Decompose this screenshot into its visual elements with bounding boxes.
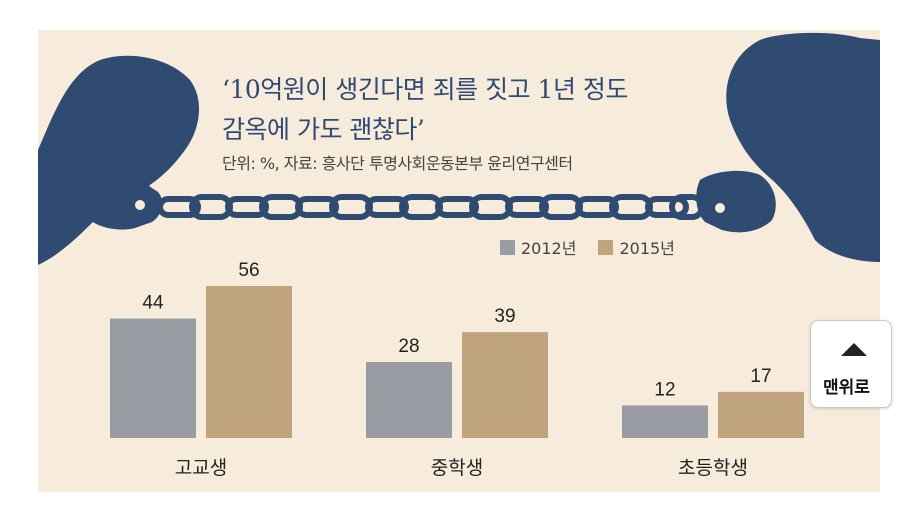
scroll-to-top-button[interactable]: 맨위로 [810, 320, 892, 408]
legend-label-2012: 2012년 [521, 239, 577, 258]
legend-swatch-2015 [598, 239, 614, 255]
category-label-1: 중학생 [431, 457, 483, 479]
data-label-2012-1: 28 [398, 336, 419, 357]
legend-item-2012: 2012년 [500, 235, 576, 259]
data-label-2015-0: 56 [238, 260, 259, 281]
arrow-up-icon [841, 343, 867, 356]
data-label-2015-1: 39 [494, 306, 515, 327]
data-label-2012-2: 12 [654, 379, 675, 400]
legend-swatch-2012 [500, 239, 515, 255]
data-label-2012-0: 44 [142, 293, 164, 314]
chart-title-line1: ‘10억원이 생긴다면 죄를 짓고 1년 정도 [222, 75, 628, 104]
left-cuff-icon [80, 172, 163, 230]
category-label-2: 초등학생 [678, 457, 748, 479]
bar-2015-1 [462, 332, 548, 438]
source-note: 단위: %, 자료: 흥사단 투명사회운동본부 윤리연구센터 [222, 154, 573, 173]
chart-title-line2: 감옥에 가도 괜찮다’ [222, 115, 425, 144]
data-label-2015-2: 17 [750, 366, 771, 387]
scroll-to-top-label: 맨위로 [823, 378, 870, 398]
legend-label-2015: 2015년 [619, 239, 675, 258]
legend-item-2015: 2015년 [598, 235, 675, 259]
bar-2015-0 [206, 286, 292, 438]
bar-2015-2 [718, 391, 804, 438]
bar-2012-0 [110, 318, 196, 438]
right-fist-icon [726, 32, 880, 263]
right-cuff-icon [696, 170, 776, 233]
chain-icon [157, 194, 705, 220]
bar-2012-1 [366, 362, 452, 438]
bar-2012-2 [622, 405, 708, 438]
left-fist-icon [38, 55, 200, 266]
category-label-0: 고교생 [175, 457, 227, 479]
chart-legend: 2012년 2015년 [500, 235, 689, 259]
